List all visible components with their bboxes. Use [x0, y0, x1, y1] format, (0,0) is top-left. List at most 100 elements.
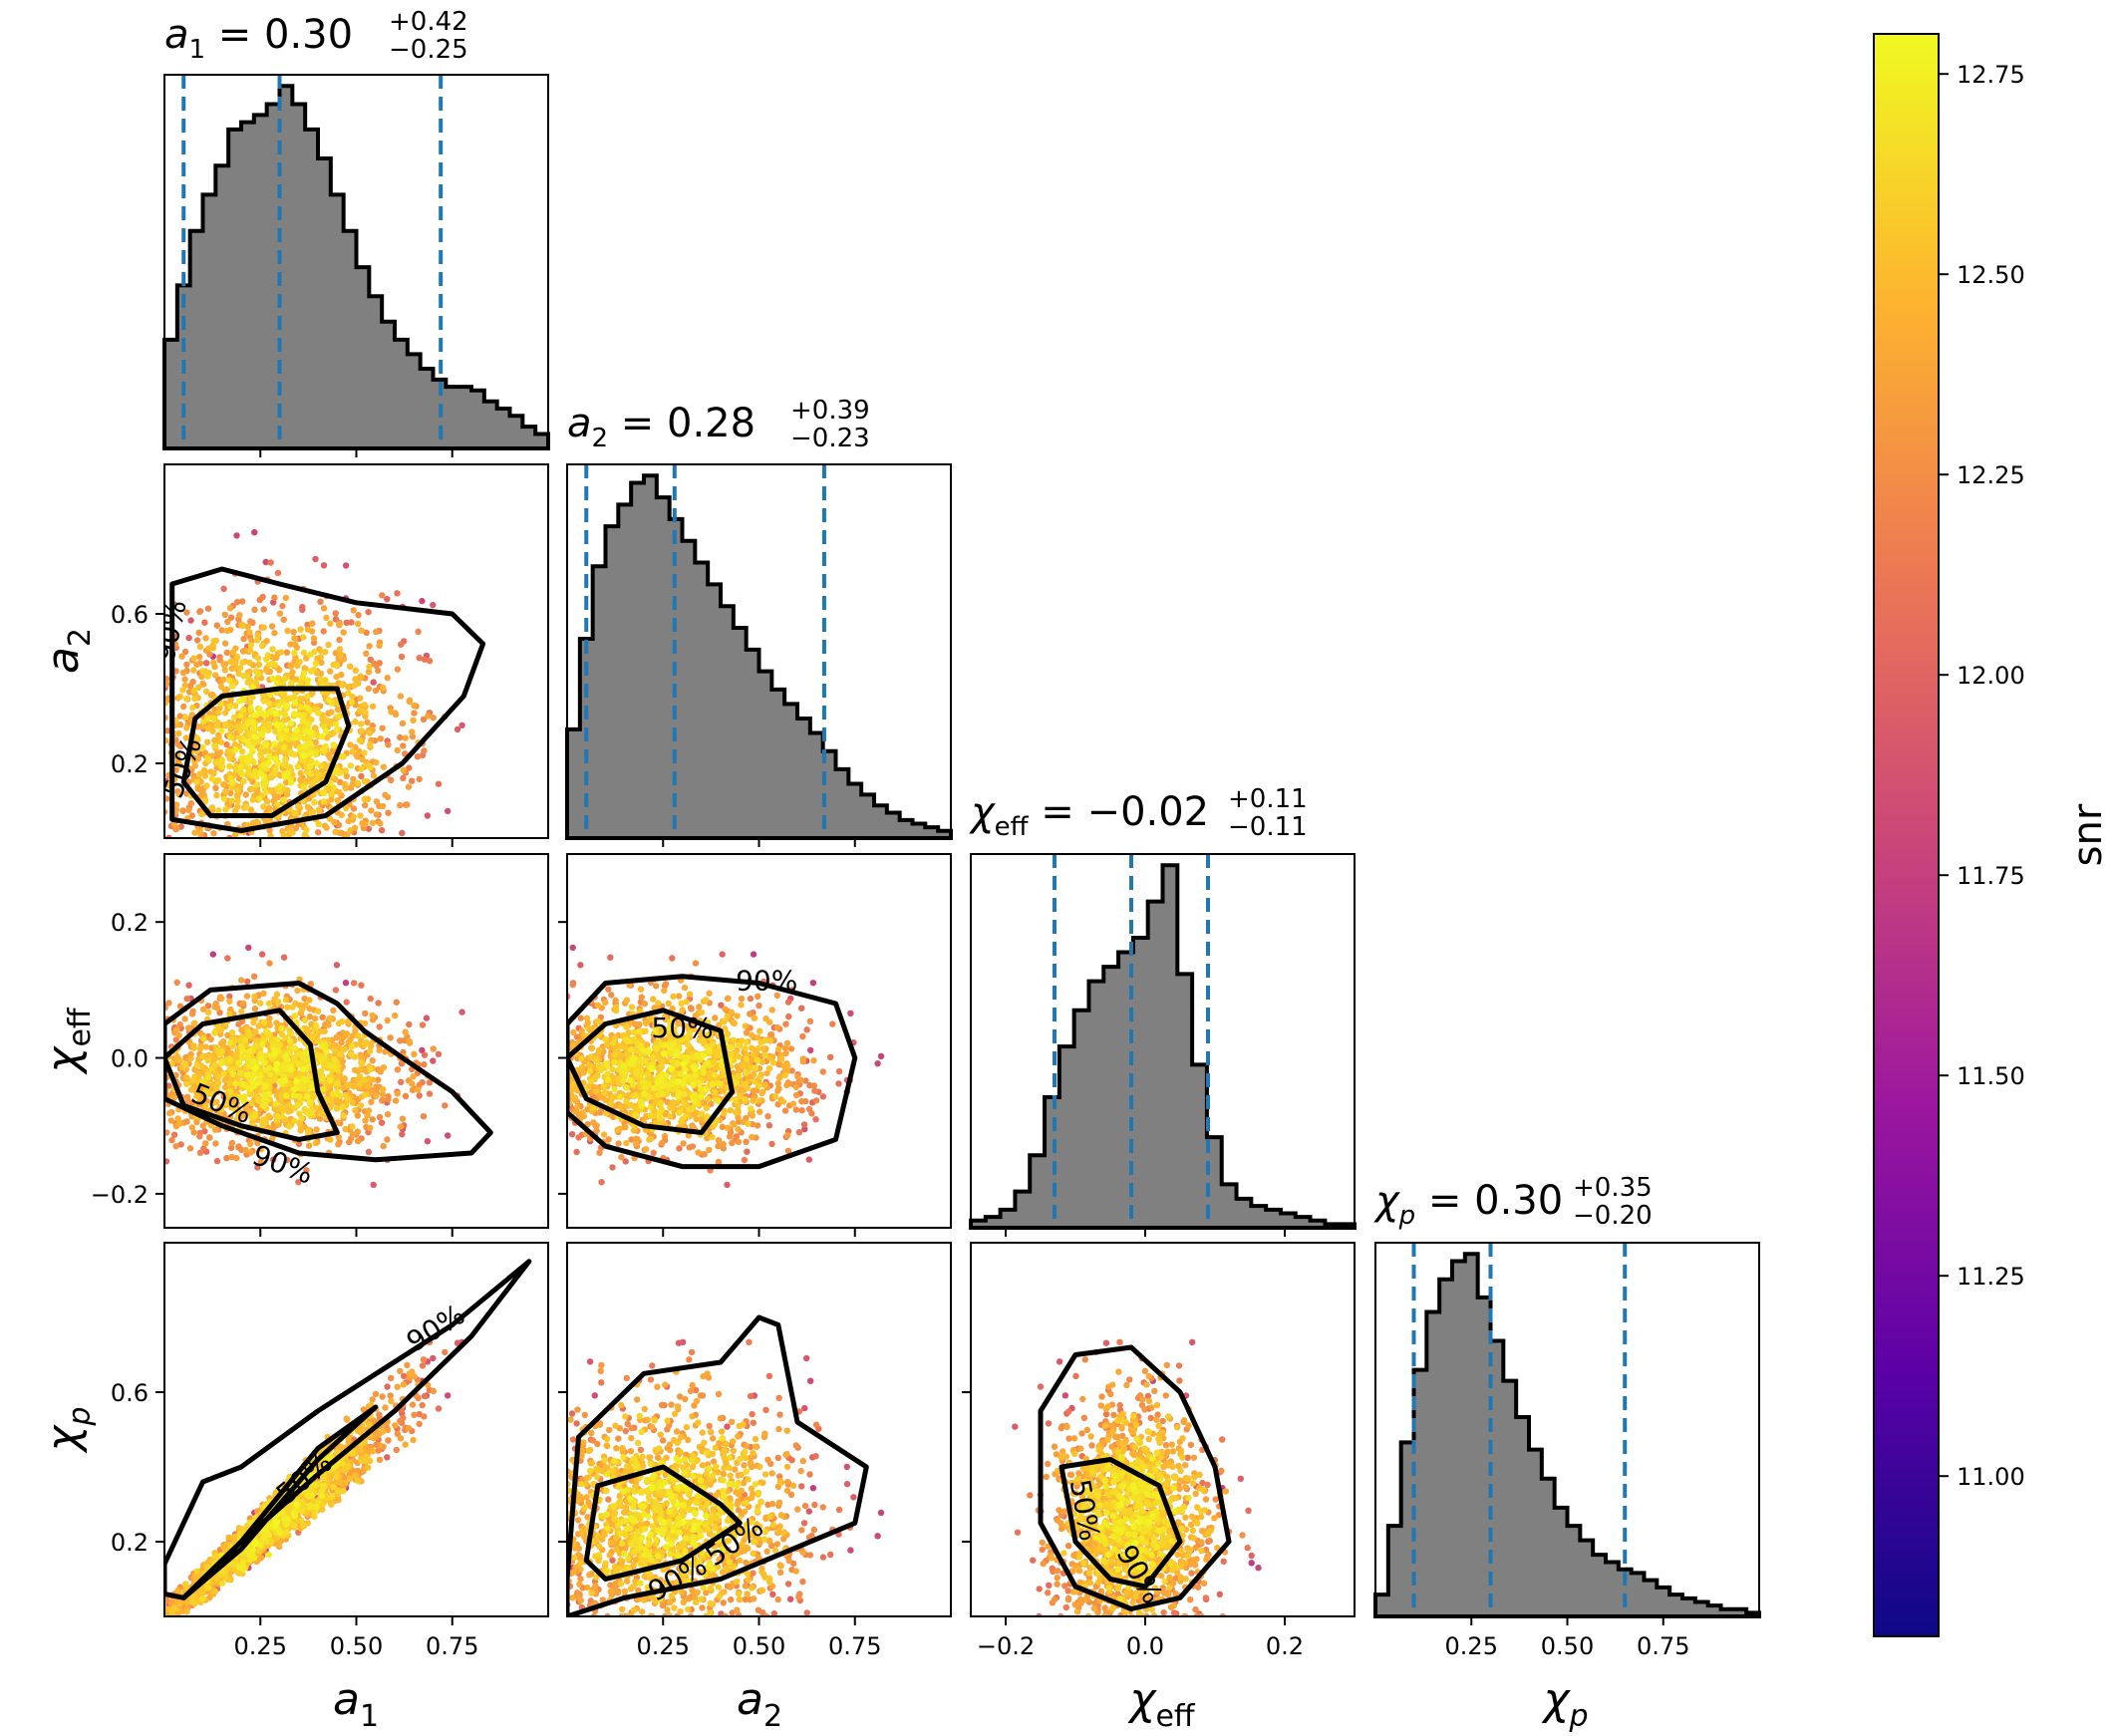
scatter-point [164, 681, 170, 688]
scatter-point [274, 1112, 281, 1119]
scatter-point [348, 619, 355, 626]
scatter-points: 90%50% [164, 1259, 532, 1616]
scatter-point [294, 763, 301, 770]
scatter-point [333, 1104, 341, 1112]
scatter-point [367, 740, 374, 748]
scatter-point [315, 806, 323, 813]
scatter-point [633, 1140, 640, 1148]
scatter-point [588, 1044, 596, 1052]
scatter-point [744, 1148, 751, 1155]
scatter-point [173, 751, 180, 758]
scatter-point [281, 744, 288, 751]
scatter-point [384, 1016, 391, 1024]
scatter-point [320, 605, 328, 612]
scatter-point [372, 687, 380, 695]
scatter-point [798, 1107, 805, 1114]
scatter-point [425, 713, 432, 720]
scatter-point [297, 1127, 304, 1134]
scatter-point [603, 1036, 610, 1043]
scatter-point [748, 1031, 755, 1038]
scatter-point [811, 1087, 818, 1094]
scatter-point [692, 1072, 699, 1079]
colorbar [1873, 33, 1940, 1637]
scatter-point [324, 717, 331, 724]
scatter-point [426, 658, 434, 665]
scatter-point [250, 719, 257, 726]
y-tick-label: 0.0 [111, 1045, 149, 1073]
scatter-point [304, 1025, 311, 1033]
scatter-point [577, 1014, 584, 1021]
scatter-point [308, 1080, 315, 1087]
scatter-point [792, 1091, 800, 1099]
scatter-point [690, 1081, 697, 1089]
scatter-point [227, 1113, 234, 1121]
scatter-point [283, 649, 290, 656]
scatter-point [356, 1073, 364, 1080]
scatter-point [218, 1040, 225, 1047]
scatter-point [382, 1048, 389, 1055]
scatter-point [279, 1107, 287, 1114]
scatter-point [325, 697, 332, 704]
scatter-point [233, 532, 240, 539]
scatter-point [247, 1149, 254, 1156]
scatter-point [680, 1140, 687, 1147]
scatter-point [206, 1134, 213, 1141]
scatter-point [367, 1065, 374, 1073]
scatter-point [320, 628, 327, 635]
scatter-point [239, 1000, 247, 1007]
title-a1-minus: −0.25 [389, 35, 468, 65]
scatter-point [284, 627, 291, 635]
scatter-point [299, 603, 306, 611]
scatter-point [720, 1141, 727, 1148]
scatter-point [290, 711, 298, 718]
scatter-point [260, 1018, 268, 1026]
scatter-point [669, 955, 676, 962]
scatter-point [623, 1139, 630, 1147]
scatter-point [312, 1014, 319, 1022]
title-a1: a1 = 0.30 [164, 12, 353, 65]
scatter-point [653, 1119, 660, 1126]
scatter-point [347, 827, 354, 834]
scatter-point [296, 712, 303, 719]
scatter-point [164, 795, 170, 802]
scatter-point [605, 1136, 612, 1143]
scatter-point [351, 682, 359, 689]
scatter-point [309, 780, 317, 787]
scatter-point [307, 762, 314, 770]
scatter-point [641, 1084, 649, 1091]
scatter-point [345, 817, 352, 825]
scatter-point [296, 1092, 303, 1100]
scatter-point [641, 1001, 648, 1008]
scatter-point [593, 1056, 600, 1064]
scatter-point [310, 1092, 318, 1100]
scatter-point [228, 783, 236, 791]
scatter-point [637, 986, 645, 993]
scatter-point [394, 1090, 401, 1097]
scatter-point [232, 703, 239, 710]
scatter-point [740, 1063, 747, 1070]
scatter-point [724, 1013, 731, 1019]
scatter-point [384, 675, 391, 682]
scatter-point [254, 632, 261, 639]
scatter-point [359, 820, 366, 827]
scatter-point [738, 995, 746, 1003]
scatter-point [749, 1133, 755, 1141]
scatter-point [244, 764, 252, 771]
scatter-point [276, 1041, 283, 1048]
scatter-point [741, 1156, 749, 1164]
scatter-point [601, 1089, 608, 1096]
scatter-point [293, 726, 300, 734]
scatter-point [236, 612, 243, 619]
scatter-point [435, 1405, 443, 1412]
scatter-point [688, 1105, 695, 1112]
scatter-point [293, 1078, 300, 1085]
scatter-point [245, 1028, 252, 1036]
scatter-point [315, 1052, 322, 1059]
scatter-point [787, 1045, 795, 1052]
scatter-point [222, 1084, 229, 1091]
scatter-point [662, 1015, 669, 1023]
scatter-point [339, 753, 346, 760]
scatter-point [282, 755, 289, 763]
scatter-point [376, 1113, 384, 1121]
scatter-point [344, 1081, 351, 1089]
